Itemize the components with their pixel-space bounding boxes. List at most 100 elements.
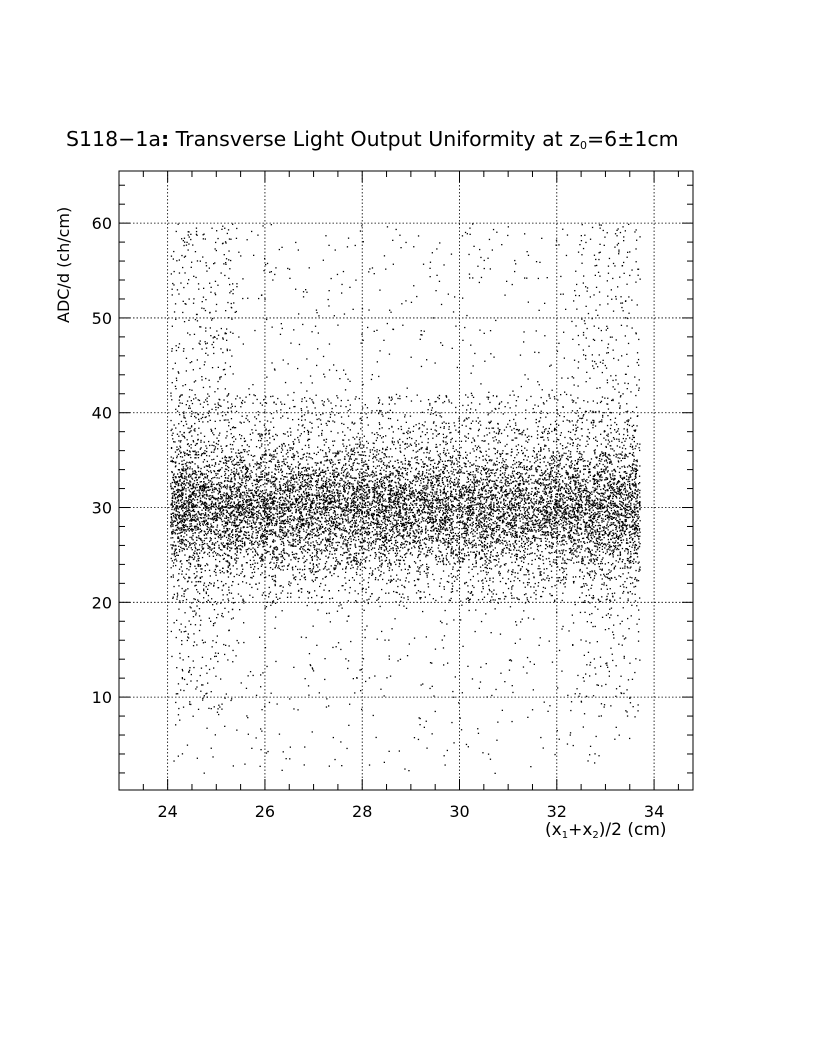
data-point bbox=[238, 461, 240, 464]
data-point bbox=[539, 509, 541, 511]
data-point bbox=[638, 483, 640, 485]
data-point bbox=[441, 501, 444, 503]
data-point bbox=[621, 542, 623, 544]
data-point bbox=[216, 517, 218, 519]
data-point bbox=[194, 486, 196, 488]
data-point bbox=[384, 509, 387, 511]
data-point bbox=[530, 517, 532, 519]
data-point bbox=[372, 461, 375, 463]
data-point bbox=[383, 517, 385, 519]
data-point bbox=[326, 496, 329, 498]
data-point bbox=[568, 559, 570, 561]
data-point bbox=[210, 525, 212, 528]
data-point bbox=[272, 503, 274, 505]
data-point bbox=[441, 479, 443, 482]
data-point bbox=[252, 517, 255, 519]
data-point bbox=[387, 486, 390, 488]
data-point bbox=[528, 506, 530, 508]
data-point bbox=[353, 492, 355, 494]
data-point bbox=[246, 468, 248, 470]
data-point bbox=[321, 523, 323, 525]
data-point bbox=[614, 545, 616, 548]
data-point bbox=[442, 513, 444, 516]
data-point bbox=[418, 578, 420, 580]
data-point bbox=[366, 533, 368, 535]
data-point bbox=[183, 435, 185, 438]
data-point bbox=[434, 521, 437, 523]
data-point bbox=[586, 495, 588, 497]
data-point bbox=[198, 560, 200, 562]
data-point bbox=[539, 482, 541, 485]
data-point bbox=[237, 527, 239, 529]
data-point bbox=[407, 573, 409, 575]
data-point bbox=[612, 513, 614, 515]
data-point bbox=[375, 487, 377, 490]
data-point bbox=[596, 472, 598, 475]
data-point bbox=[341, 517, 343, 519]
data-point bbox=[464, 504, 466, 507]
data-point bbox=[629, 541, 631, 543]
data-point bbox=[377, 497, 379, 500]
data-point bbox=[232, 541, 234, 543]
data-point bbox=[183, 518, 185, 520]
data-point bbox=[429, 506, 431, 508]
data-point bbox=[276, 519, 278, 521]
data-point bbox=[236, 488, 238, 490]
data-point bbox=[373, 493, 376, 495]
data-point bbox=[407, 517, 410, 519]
data-point bbox=[637, 511, 639, 513]
data-point bbox=[546, 504, 548, 506]
data-point bbox=[431, 481, 434, 483]
data-point bbox=[192, 494, 195, 496]
data-point bbox=[299, 458, 302, 460]
data-point bbox=[488, 459, 490, 462]
data-point bbox=[341, 485, 344, 487]
data-point bbox=[449, 432, 451, 434]
data-point bbox=[442, 483, 445, 485]
data-point bbox=[176, 533, 179, 535]
data-point bbox=[225, 522, 228, 524]
data-point bbox=[274, 531, 277, 533]
data-point bbox=[455, 553, 457, 556]
data-point bbox=[460, 490, 462, 492]
data-point bbox=[511, 513, 513, 515]
data-point bbox=[179, 561, 181, 563]
data-point bbox=[612, 532, 614, 534]
data-point bbox=[457, 480, 459, 482]
data-point bbox=[446, 479, 448, 481]
data-point bbox=[352, 489, 354, 491]
data-point bbox=[225, 494, 227, 497]
data-point bbox=[552, 528, 554, 530]
data-point bbox=[392, 527, 394, 530]
data-point bbox=[178, 537, 180, 539]
data-point bbox=[299, 548, 301, 550]
data-point bbox=[593, 491, 595, 493]
data-point bbox=[617, 554, 619, 557]
data-point bbox=[269, 562, 271, 564]
data-point bbox=[343, 486, 346, 488]
data-point bbox=[395, 541, 397, 544]
data-point bbox=[515, 461, 518, 464]
data-point bbox=[381, 503, 383, 505]
data-point bbox=[552, 516, 554, 518]
data-point bbox=[466, 528, 469, 530]
data-point bbox=[179, 532, 182, 534]
data-point bbox=[258, 494, 260, 496]
data-point bbox=[248, 509, 251, 511]
data-point bbox=[480, 556, 482, 559]
data-point bbox=[177, 521, 179, 524]
data-point bbox=[520, 560, 523, 562]
data-point bbox=[203, 519, 205, 522]
data-point bbox=[368, 598, 370, 600]
data-point bbox=[515, 525, 517, 527]
data-point bbox=[492, 480, 494, 482]
data-point bbox=[261, 443, 263, 445]
data-point bbox=[578, 503, 580, 505]
data-point bbox=[313, 528, 316, 530]
data-point bbox=[305, 521, 307, 523]
data-point bbox=[218, 546, 220, 548]
data-point bbox=[197, 519, 199, 521]
data-point bbox=[174, 513, 176, 515]
data-point bbox=[378, 500, 380, 502]
data-point bbox=[367, 504, 369, 507]
